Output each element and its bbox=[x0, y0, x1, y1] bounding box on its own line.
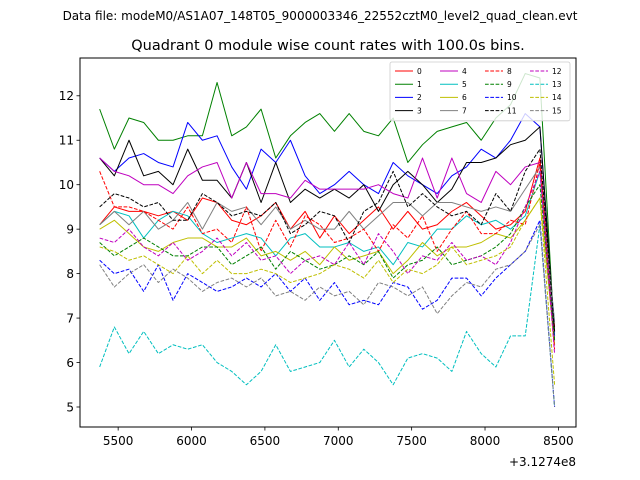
series-line-11 bbox=[99, 148, 556, 332]
series-line-8 bbox=[99, 161, 556, 350]
x-tick-label: 6500 bbox=[250, 434, 281, 448]
legend-label-6: 6 bbox=[462, 93, 467, 102]
legend-label-3: 3 bbox=[417, 106, 422, 115]
legend-label-8: 8 bbox=[507, 67, 512, 76]
y-tick-label: 5 bbox=[66, 400, 74, 414]
legend-label-5: 5 bbox=[462, 80, 467, 89]
x-tick-label: 5500 bbox=[103, 434, 134, 448]
chart-title: Quadrant 0 module wise count rates with … bbox=[131, 38, 525, 54]
series-line-4 bbox=[99, 157, 556, 345]
series-line-6 bbox=[99, 197, 556, 345]
x-tick-label: 6000 bbox=[176, 434, 207, 448]
series-layer bbox=[99, 73, 556, 408]
series-line-0 bbox=[99, 157, 556, 328]
x-tick-label: 7500 bbox=[396, 434, 427, 448]
series-line-1 bbox=[99, 73, 556, 341]
legend-label-0: 0 bbox=[417, 67, 422, 76]
series-line-12 bbox=[99, 170, 556, 354]
legend-label-10: 10 bbox=[507, 93, 517, 102]
y-tick-label: 6 bbox=[66, 356, 74, 370]
y-tick-label: 9 bbox=[66, 222, 74, 236]
y-tick-label: 11 bbox=[59, 134, 74, 148]
series-line-7 bbox=[99, 166, 556, 323]
series-line-13 bbox=[99, 224, 556, 408]
legend-label-2: 2 bbox=[417, 93, 422, 102]
legend-label-9: 9 bbox=[507, 80, 512, 89]
legend-label-11: 11 bbox=[507, 106, 517, 115]
y-tick-label: 12 bbox=[59, 89, 74, 103]
x-tick-label: 8000 bbox=[470, 434, 501, 448]
series-line-15 bbox=[99, 224, 556, 408]
figure-suptitle: Data file: modeM0/AS1A07_148T05_90000033… bbox=[63, 9, 578, 23]
y-axis: 5 6 7 8 9 10 11 12 bbox=[59, 89, 80, 414]
series-line-5 bbox=[99, 170, 556, 323]
y-tick-label: 8 bbox=[66, 267, 74, 281]
x-tick-label: 8500 bbox=[543, 434, 574, 448]
legend-label-7: 7 bbox=[462, 106, 467, 115]
x-axis-offset-label: +3.1274e8 bbox=[509, 455, 576, 469]
legend-label-13: 13 bbox=[552, 80, 562, 89]
x-axis: 5500 6000 6500 7000 7500 8000 8500 bbox=[103, 427, 574, 448]
plot-frame bbox=[79, 57, 577, 428]
y-tick-label: 10 bbox=[59, 178, 74, 192]
legend-label-4: 4 bbox=[462, 67, 467, 76]
y-tick-label: 7 bbox=[66, 311, 74, 325]
legend-label-14: 14 bbox=[552, 93, 562, 102]
legend-box bbox=[389, 61, 571, 122]
legend-label-1: 1 bbox=[417, 80, 422, 89]
legend-label-12: 12 bbox=[552, 67, 562, 76]
x-tick-label: 7000 bbox=[323, 434, 354, 448]
legend-label-15: 15 bbox=[552, 106, 562, 115]
series-line-3 bbox=[99, 126, 556, 332]
